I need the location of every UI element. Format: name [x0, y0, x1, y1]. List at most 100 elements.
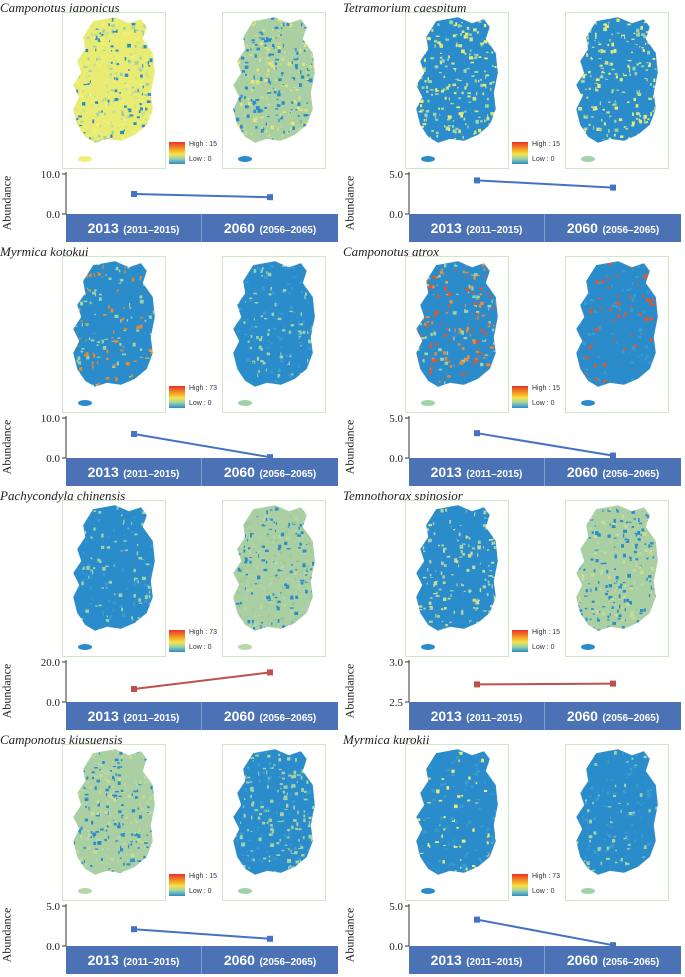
- legend-low-label: Low : 0: [189, 888, 212, 895]
- y-tick-label: 0.0: [46, 941, 60, 953]
- x-category: 2013 (2011–2015): [66, 702, 202, 730]
- series-line: [134, 672, 270, 689]
- x-category-year: 2060: [567, 464, 598, 480]
- x-category-range: (2011–2015): [123, 469, 179, 480]
- legend-high-label: High : 73: [189, 629, 217, 636]
- abundance-label: Abundance: [343, 664, 358, 719]
- series-line: [477, 920, 613, 946]
- x-category-year: 2013: [88, 952, 119, 968]
- x-category: 2013 (2011–2015): [409, 214, 545, 242]
- x-axis-categories: 2013 (2011–2015)2060 (2056–2065): [66, 458, 338, 486]
- y-tick-label: 5.0: [46, 901, 60, 913]
- abundance-label: Abundance: [343, 420, 358, 475]
- x-category-range: (2056–2065): [602, 469, 659, 480]
- x-category-year: 2060: [567, 708, 598, 724]
- map-2013: [405, 256, 509, 413]
- y-tick-label: 5.0: [389, 169, 403, 181]
- series-line: [477, 180, 613, 187]
- korea-map: [406, 745, 508, 900]
- x-category: 2060 (2056–2065): [202, 214, 338, 242]
- x-category-year: 2013: [431, 708, 462, 724]
- data-point: [610, 185, 616, 191]
- map-2060: [222, 12, 326, 169]
- x-category-range: (2056–2065): [259, 957, 316, 968]
- map-2060: [565, 12, 669, 169]
- map-2060: [222, 256, 326, 413]
- x-category: 2060 (2056–2065): [545, 702, 681, 730]
- x-category: 2060 (2056–2065): [202, 946, 338, 974]
- y-tick-label: 10.0: [41, 169, 61, 181]
- x-category: 2013 (2011–2015): [66, 214, 202, 242]
- x-axis-categories: 2013 (2011–2015)2060 (2056–2065): [66, 702, 338, 730]
- korea-map: [223, 13, 325, 168]
- legend-color-ramp: [169, 142, 185, 164]
- legend-color-ramp: [169, 630, 185, 652]
- legend-high-label: High : 15: [532, 385, 560, 392]
- legend-high-label: High : 73: [532, 873, 560, 880]
- legend-low-label: Low : 0: [532, 156, 555, 163]
- x-category-year: 2060: [224, 220, 255, 236]
- abundance-label: Abundance: [0, 176, 15, 231]
- y-tick-label: 2.5: [389, 697, 403, 709]
- series-line: [477, 684, 613, 685]
- map-2013: [62, 12, 166, 169]
- x-category-range: (2011–2015): [123, 957, 179, 968]
- y-tick-label: 5.0: [389, 413, 403, 425]
- y-tick-label: 0.0: [46, 453, 60, 465]
- y-axis-label: Abundance: [343, 174, 357, 232]
- series-line: [134, 929, 270, 939]
- legend-color-ramp: [169, 386, 185, 408]
- map-2060: [565, 500, 669, 657]
- legend-color-ramp: [512, 386, 528, 408]
- legend-color-ramp: [512, 142, 528, 164]
- x-category-range: (2011–2015): [466, 469, 522, 480]
- x-category-range: (2011–2015): [466, 957, 522, 968]
- x-category-range: (2056–2065): [259, 469, 316, 480]
- map-2060: [565, 256, 669, 413]
- x-axis-categories: 2013 (2011–2015)2060 (2056–2065): [409, 946, 681, 974]
- map-2013: [405, 500, 509, 657]
- x-category-range: (2011–2015): [123, 225, 179, 236]
- y-axis-label: Abundance: [0, 174, 14, 232]
- x-category-year: 2060: [224, 708, 255, 724]
- korea-map: [63, 501, 165, 656]
- y-tick-label: 3.0: [389, 657, 403, 669]
- data-point: [610, 681, 616, 687]
- x-category-range: (2011–2015): [123, 713, 179, 724]
- map-2060: [565, 744, 669, 901]
- data-point: [131, 191, 137, 197]
- x-axis-categories: 2013 (2011–2015)2060 (2056–2065): [409, 458, 681, 486]
- korea-map: [63, 13, 165, 168]
- x-axis-categories: 2013 (2011–2015)2060 (2056–2065): [409, 214, 681, 242]
- x-category-range: (2056–2065): [259, 225, 316, 236]
- legend-high-label: High : 73: [189, 385, 217, 392]
- y-tick-label: 0.0: [46, 697, 60, 709]
- map-2060: [222, 744, 326, 901]
- korea-map: [566, 501, 668, 656]
- data-point: [131, 686, 137, 692]
- x-category: 2013 (2011–2015): [409, 946, 545, 974]
- korea-map: [406, 501, 508, 656]
- x-category-range: (2011–2015): [466, 225, 522, 236]
- data-point: [474, 430, 480, 436]
- korea-map: [223, 745, 325, 900]
- x-category: 2060 (2056–2065): [545, 946, 681, 974]
- x-category-year: 2013: [88, 464, 119, 480]
- y-tick-label: 5.0: [389, 901, 403, 913]
- x-category: 2013 (2011–2015): [66, 946, 202, 974]
- map-2013: [405, 744, 509, 901]
